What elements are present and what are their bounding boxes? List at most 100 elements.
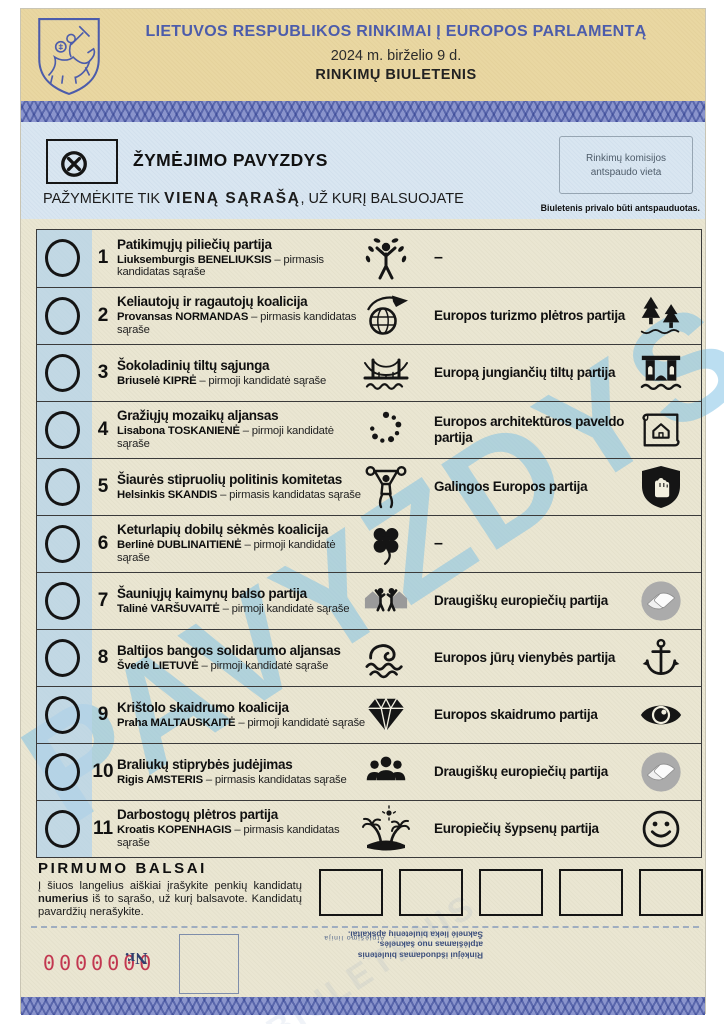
- candidate-role: – pirmasis kandidatas sąraše: [220, 488, 361, 501]
- party-number: 1: [97, 247, 109, 268]
- party-text: Patikimųjų piliečių partija Liuksemburgi…: [117, 230, 369, 287]
- euro-party-icon: [633, 345, 689, 401]
- euro-party-icon: [633, 573, 689, 629]
- vote-circle[interactable]: [45, 354, 80, 392]
- candidate-line: Briuselė KIPRĖ – pirmoji kandidatė sąraš…: [117, 375, 369, 388]
- euro-party-name: Galingos Europos partija: [434, 479, 588, 495]
- guilloche-band-bottom: [21, 997, 705, 1015]
- party-name: Šokoladinių tiltų sąjunga: [117, 357, 270, 373]
- party-icon: [355, 744, 417, 800]
- party-text: Keturlapių dobilų sėkmės koalicija Berli…: [117, 516, 369, 572]
- vote-circle[interactable]: [45, 696, 80, 734]
- vote-circle[interactable]: [45, 582, 80, 620]
- candidate-line: Rigis AMSTERIS – pirmasis kandidatas sąr…: [117, 774, 369, 787]
- lithuania-vytis-coat-of-arms-icon: [34, 16, 104, 96]
- candidate-role: – pirmoji kandidatė sąraše: [201, 659, 329, 672]
- party-name: Keliautojų ir ragautojų koalicija: [117, 294, 308, 310]
- candidate-role: – pirmoji kandidatė sąraše: [117, 425, 334, 450]
- vote-circle[interactable]: [45, 297, 80, 335]
- vote-circle[interactable]: [45, 753, 80, 791]
- preference-vote-box[interactable]: [639, 869, 703, 916]
- candidate-line: Švedė LIETUVĖ – pirmoji kandidatė sąraše: [117, 660, 369, 673]
- party-list-table: 1 Patikimųjų piliečių partija Liuksembur…: [36, 229, 702, 858]
- euro-party-name: Europos skaidrumo partija: [434, 707, 598, 723]
- euro-party-name: Draugiškų europiečių partija: [434, 764, 608, 780]
- preference-vote-box[interactable]: [319, 869, 383, 916]
- vote-circle[interactable]: [45, 239, 80, 277]
- candidate-name: Helsinkis SKANDIS: [117, 488, 218, 501]
- party-number: 7: [97, 590, 109, 611]
- party-name: Patikimųjų piliečių partija: [117, 236, 272, 252]
- party-row: 6 Keturlapių dobilų sėkmės koalicija Ber…: [37, 515, 701, 572]
- party-row: 3 Šokoladinių tiltų sąjunga Briuselė KIP…: [37, 344, 701, 401]
- candidate-role: – pirmasis kandidatas sąraše: [117, 311, 357, 336]
- vote-circle[interactable]: [45, 468, 80, 506]
- party-row: 4 Gražiųjų mozaikų aljansas Lisabona TOS…: [37, 401, 701, 458]
- party-icon: [355, 630, 417, 686]
- party-row: 11 Darbostogų plėtros partija Kroatis KO…: [37, 800, 701, 857]
- vote-circle[interactable]: [45, 411, 80, 449]
- party-row: 1 Patikimųjų piliečių partija Liuksembur…: [37, 230, 701, 287]
- marking-instruction-bold: VIENĄ SĄRAŠĄ: [164, 190, 301, 207]
- party-number: 8: [97, 647, 109, 668]
- candidate-role: – pirmasis kandidatas sąraše: [117, 824, 340, 849]
- party-icon: [355, 573, 417, 629]
- party-icon: [355, 459, 417, 515]
- candidate-role: – pirmasis kandidatas sąraše: [205, 773, 347, 786]
- euro-party-icon: [633, 630, 689, 686]
- preference-text-after: iš to sąrašo, už kurį balsavote. Kandida…: [38, 893, 302, 919]
- party-name: Šiaurės stipruolių politinis komitetas: [117, 471, 342, 487]
- party-number: 9: [97, 704, 109, 725]
- election-title: LIETUVOS RESPUBLIKOS RINKIMAI Į EUROPOS …: [145, 23, 647, 40]
- party-text: Krištolo skaidrumo koalicija Praha MALTA…: [117, 687, 369, 743]
- ballot-type-title: RINKIMŲ BIULETENIS: [315, 67, 477, 83]
- party-name: Krištolo skaidrumo koalicija: [117, 699, 289, 715]
- vote-circle[interactable]: [45, 810, 80, 848]
- party-icon: [355, 801, 417, 857]
- party-name: Baltijos bangos solidarumo aljansas: [117, 642, 341, 658]
- party-name: Darbostogų plėtros partija: [117, 807, 278, 823]
- party-number: 5: [97, 476, 109, 497]
- ballot-sheet: LIETUVOS RESPUBLIKOS RINKIMAI Į EUROPOS …: [0, 8, 724, 1024]
- marking-sample-label: ŽYMĖJIMO PAVYZDYS: [133, 150, 328, 170]
- party-name: Keturlapių dobilų sėkmės koalicija: [117, 522, 329, 538]
- preference-vote-box[interactable]: [559, 869, 623, 916]
- party-icon: [355, 402, 417, 458]
- candidate-name: Briuselė KIPRĖ: [117, 374, 197, 387]
- tear-off-dashed-line: [31, 926, 699, 928]
- euro-party-icon: [633, 744, 689, 800]
- party-number: 6: [97, 533, 109, 554]
- candidate-line: Provansas NORMANDAS – pirmasis kandidata…: [117, 311, 369, 336]
- preference-vote-box[interactable]: [479, 869, 543, 916]
- preference-vote-box[interactable]: [399, 869, 463, 916]
- party-text: Šauniųjų kaimynų balso partija Talinė VA…: [117, 573, 369, 629]
- vote-circle[interactable]: [45, 639, 80, 677]
- party-name: Gražiųjų mozaikų aljansas: [117, 408, 279, 424]
- candidate-name: Rigis AMSTERIS: [117, 773, 203, 786]
- party-name: Braliukų stiprybės judėjimas: [117, 756, 293, 772]
- marking-instruction-prefix: PAŽYMĖKITE TIK: [43, 191, 165, 207]
- candidate-role: – pirmoji kandidatė sąraše: [117, 539, 336, 564]
- euro-party-name: Europiečių šypsenų partija: [434, 821, 599, 837]
- candidate-name: Berlinė DUBLINAITIENĖ: [117, 539, 242, 552]
- party-icon: [355, 288, 417, 344]
- candidate-name: Kroatis KOPENHAGIS: [117, 824, 232, 837]
- candidate-line: Praha MALTAUSKAITĖ – pirmoji kandidatė s…: [117, 717, 369, 730]
- serial-nr-label: Nr.: [125, 949, 148, 968]
- candidate-line: Helsinkis SKANDIS – pirmasis kandidatas …: [117, 489, 369, 502]
- party-number: 10: [92, 761, 114, 782]
- party-number: 2: [97, 305, 109, 326]
- commission-stamp-area: Rinkimų komisijos antspaudo vieta: [559, 136, 693, 194]
- candidate-name: Provansas NORMANDAS: [117, 311, 249, 324]
- euro-party-name: Europos turizmo plėtros partija: [434, 308, 625, 324]
- euro-party-icon: [633, 459, 689, 515]
- candidate-name: Liuksemburgis BENELIUKSIS: [117, 253, 272, 266]
- party-text: Keliautojų ir ragautojų koalicija Provan…: [117, 288, 369, 344]
- vote-circle[interactable]: [45, 525, 80, 563]
- candidate-name: Švedė LIETUVĖ: [117, 659, 199, 672]
- party-text: Darbostogų plėtros partija Kroatis KOPEN…: [117, 801, 369, 857]
- instruction-zone: [21, 122, 705, 219]
- party-row: 2 Keliautojų ir ragautojų koalicija Prov…: [37, 287, 701, 344]
- stamp-required-note: Biuletenis privalo būti antspauduotas.: [540, 203, 700, 213]
